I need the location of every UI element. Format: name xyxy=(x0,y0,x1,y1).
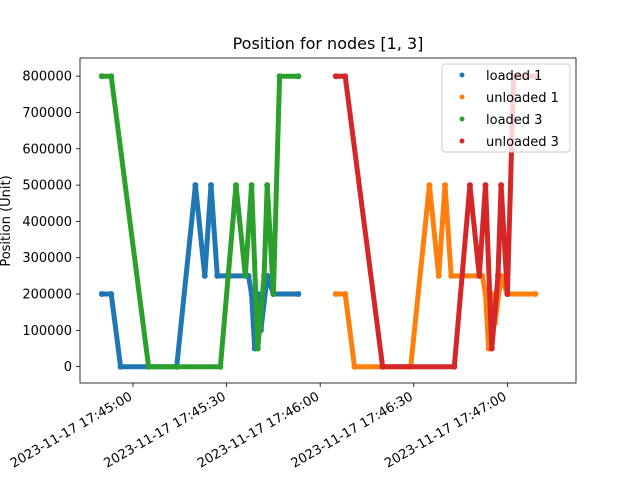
data-point xyxy=(332,73,339,80)
legend: loaded 1 unloaded 1 loaded 3 unloaded 3 xyxy=(441,63,571,153)
data-point xyxy=(145,363,152,370)
data-point xyxy=(332,291,339,297)
data-point xyxy=(495,272,501,279)
legend-marker xyxy=(459,116,465,122)
y-tick-label: 300000 xyxy=(22,251,72,266)
data-point xyxy=(466,182,473,189)
data-point xyxy=(426,182,433,189)
data-point xyxy=(201,272,208,279)
y-axis-label: Position (Unit) xyxy=(0,175,14,266)
data-point xyxy=(108,291,115,297)
data-point xyxy=(476,272,483,279)
y-tick-label: 100000 xyxy=(22,324,72,339)
data-point xyxy=(98,291,105,297)
data-point xyxy=(270,291,277,297)
legend-marker xyxy=(459,138,465,144)
y-tick-label: 500000 xyxy=(22,179,72,194)
data-point xyxy=(532,291,539,297)
plot-area-frame xyxy=(79,57,577,384)
data-point xyxy=(448,272,455,279)
data-point xyxy=(498,182,505,189)
data-point xyxy=(108,73,115,80)
legend-label: unloaded 1 xyxy=(486,91,559,106)
legend-marker xyxy=(459,94,465,100)
data-point xyxy=(98,73,105,80)
y-tick-label: 800000 xyxy=(22,70,72,85)
data-point xyxy=(435,272,442,279)
legend-box xyxy=(441,63,571,153)
data-point xyxy=(504,291,511,297)
legend-label: loaded 1 xyxy=(486,69,542,84)
legend-marker xyxy=(459,72,465,78)
data-point xyxy=(451,363,458,370)
data-point xyxy=(295,73,302,80)
data-point xyxy=(295,291,302,297)
data-point xyxy=(248,291,255,297)
data-point xyxy=(214,272,221,279)
data-point xyxy=(233,182,239,189)
legend-label: unloaded 3 xyxy=(486,135,559,150)
data-point xyxy=(488,345,495,352)
data-point xyxy=(351,363,358,370)
chart-title: Position for nodes [1, 3] xyxy=(233,34,424,53)
data-point xyxy=(264,182,271,189)
data-point xyxy=(208,182,214,189)
data-point xyxy=(192,182,199,189)
data-point xyxy=(482,291,489,297)
y-tick-label: 200000 xyxy=(22,288,72,303)
data-point xyxy=(379,363,386,370)
data-point xyxy=(276,73,283,80)
data-point xyxy=(248,182,255,189)
y-tick-label: 0 xyxy=(64,360,72,375)
data-point xyxy=(217,363,224,370)
legend-label: loaded 3 xyxy=(486,113,542,128)
data-point xyxy=(117,363,124,370)
data-point xyxy=(342,291,349,297)
data-point xyxy=(261,272,268,279)
y-tick-label: 400000 xyxy=(22,215,72,230)
data-point xyxy=(482,182,489,189)
y-tick-label: 600000 xyxy=(22,142,72,157)
data-point xyxy=(254,345,261,352)
data-point xyxy=(242,272,249,279)
y-tick-label: 700000 xyxy=(22,106,72,121)
series-loaded-3 xyxy=(98,73,302,370)
data-point xyxy=(342,73,349,80)
data-point xyxy=(442,182,448,189)
y-axis: 0 100000 200000 300000 400000 500000 600000 700… xyxy=(22,70,80,375)
